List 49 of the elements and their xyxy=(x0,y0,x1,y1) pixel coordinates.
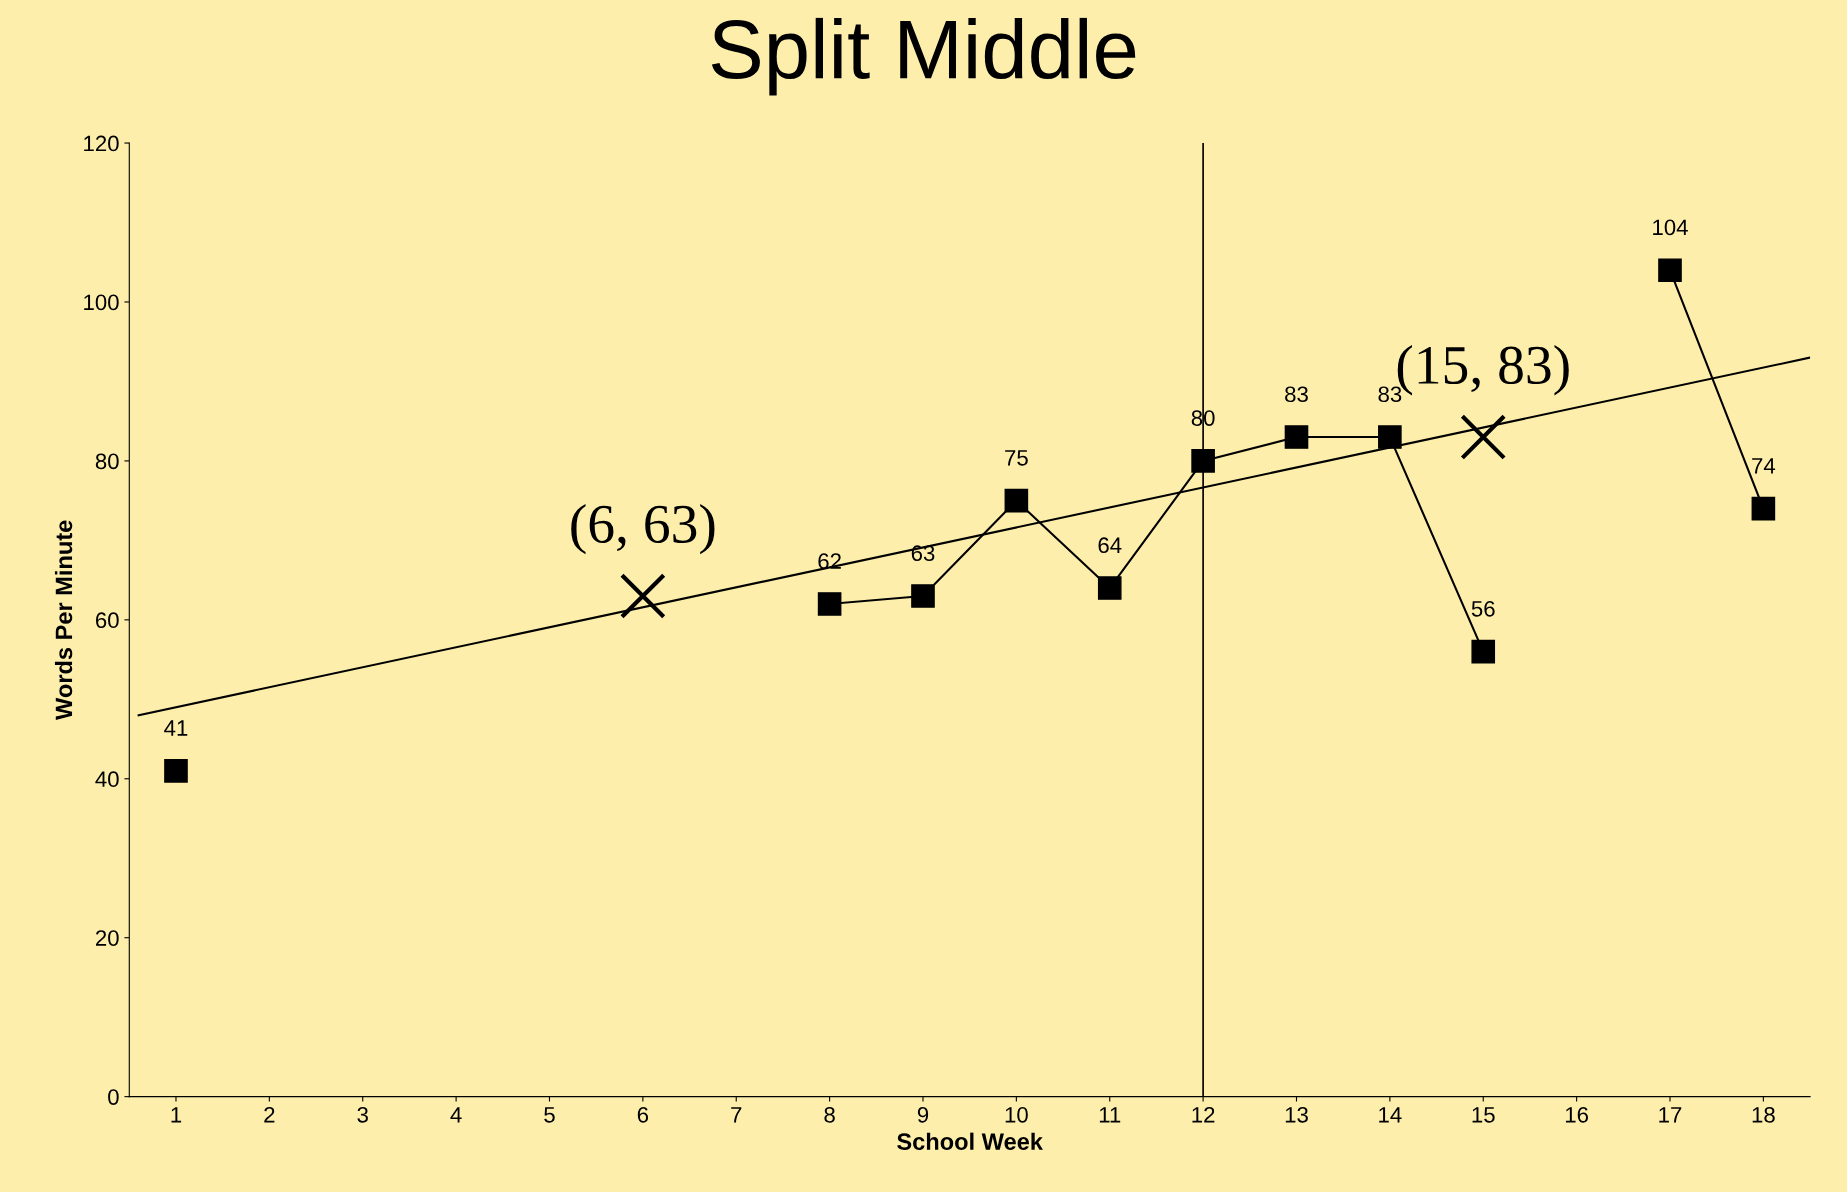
y-tick-label: 100 xyxy=(84,294,119,311)
point xyxy=(1191,449,1215,473)
x-tick-label: 16 xyxy=(1565,1106,1588,1123)
x-tick-label: 9 xyxy=(917,1106,929,1123)
x-tick-label: 5 xyxy=(544,1107,555,1123)
y-tick-label: 120 xyxy=(84,135,119,152)
point xyxy=(1004,488,1029,513)
x-axis-title: School Week xyxy=(897,1132,1043,1150)
x-tick-label: 4 xyxy=(450,1107,462,1123)
y-tick-label: 20 xyxy=(95,930,119,946)
x-tick-label: 8 xyxy=(824,1106,835,1123)
point xyxy=(1460,414,1507,460)
point xyxy=(1658,258,1682,282)
x-tick-label: 13 xyxy=(1285,1106,1308,1123)
data-label: (6, 63) xyxy=(571,503,715,555)
data-label: 83 xyxy=(1285,386,1308,403)
point xyxy=(911,584,935,608)
x-tick-label: 7 xyxy=(731,1107,742,1123)
point xyxy=(1471,639,1496,664)
x-tick-label: 3 xyxy=(357,1106,368,1123)
data-label: 41 xyxy=(164,720,188,736)
data-label: 104 xyxy=(1653,219,1688,236)
x-tick-label: 12 xyxy=(1192,1106,1215,1123)
y-tick-label: 40 xyxy=(95,771,119,788)
x-tick-label: 1 xyxy=(171,1107,182,1123)
x-tick-label: 14 xyxy=(1379,1107,1402,1123)
x-tick-label: 10 xyxy=(1005,1106,1028,1123)
x-tick-label: 15 xyxy=(1472,1107,1495,1123)
point xyxy=(1284,425,1309,449)
x-tick-label: 11 xyxy=(1099,1107,1121,1123)
x-tick-label: 18 xyxy=(1752,1106,1775,1123)
y-tick-label: 0 xyxy=(108,1089,119,1105)
data-label: 74 xyxy=(1752,458,1776,474)
x-tick-label: 2 xyxy=(264,1106,275,1123)
data-label: 64 xyxy=(1098,537,1122,554)
point xyxy=(164,759,188,783)
point xyxy=(1378,425,1402,449)
point xyxy=(817,592,842,616)
y-tick-label: 60 xyxy=(95,612,119,629)
point xyxy=(1097,576,1122,600)
data-label: 56 xyxy=(1471,600,1495,617)
y-tick-label: 80 xyxy=(95,453,119,470)
point xyxy=(1751,496,1776,521)
data-label: 75 xyxy=(1005,450,1028,466)
point xyxy=(619,573,666,619)
y-axis-title: Words Per Minute xyxy=(54,520,73,720)
x-tick-label: 17 xyxy=(1659,1107,1682,1123)
x-tick-label: 6 xyxy=(637,1106,649,1123)
chart-title: Split Middle xyxy=(711,17,1136,96)
